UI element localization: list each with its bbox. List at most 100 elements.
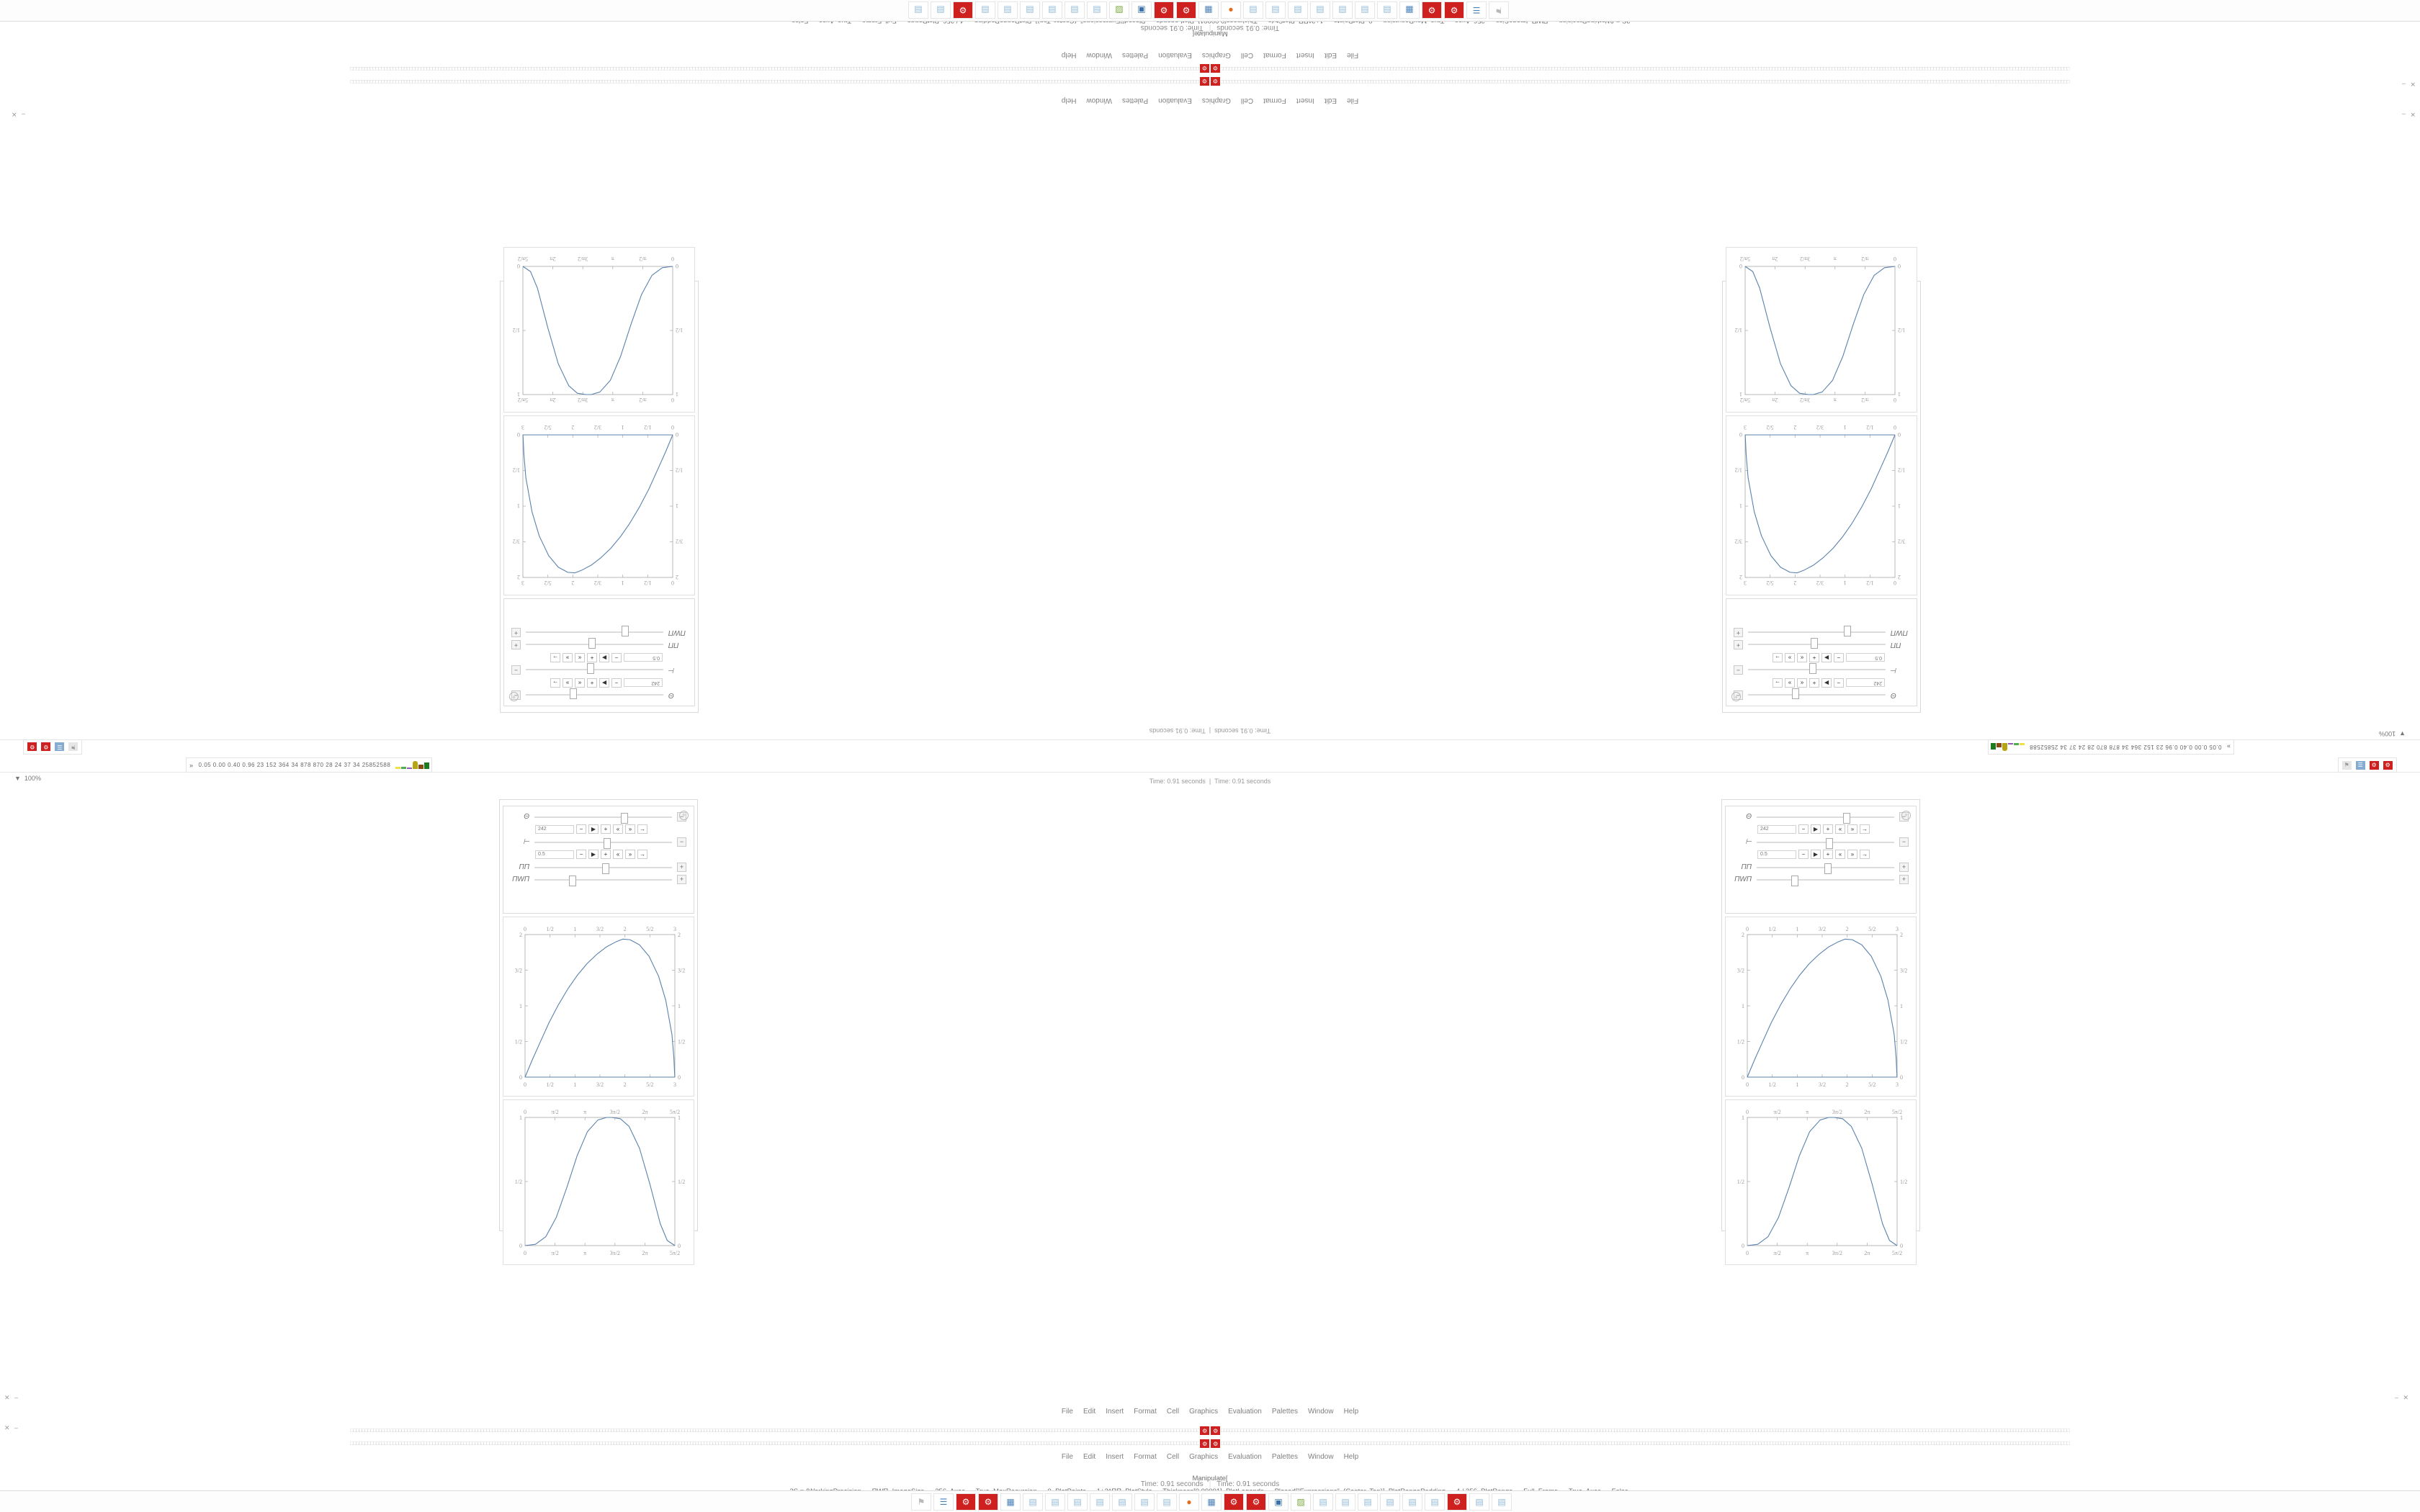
taskbar-mathematica-icon-4[interactable]: ⚙ — [1154, 1, 1174, 19]
stepper-button-0[interactable]: − — [576, 824, 586, 834]
stepper-button-2[interactable]: + — [601, 824, 611, 834]
palette-toolbar-2[interactable]: □□□□□□□□□□□□□□□□□□□□□□□□□□□□□□□□□□□□□□□□… — [0, 1439, 2420, 1449]
stepper-button-4[interactable]: » — [1785, 653, 1795, 662]
plot-curvature[interactable]: 0 0 1/2 1/2 1 1 3/2 3/2 2 2 5/2 5/2 3 3 0 0 1/2 1/2 1 1 3/2 3… — [503, 415, 695, 595]
taskbar-notepad-icon-5[interactable]: ▤ — [1288, 1, 1308, 19]
menu-edit[interactable]: Edit — [1324, 96, 1337, 104]
pwp-slider[interactable] — [534, 875, 672, 886]
zoom-dropdown[interactable]: ▼ 100% — [14, 775, 41, 782]
taskbar-notepad-icon-4[interactable]: ▤ — [1090, 1493, 1110, 1511]
menu-cell[interactable]: Cell — [1166, 1408, 1180, 1416]
taskbar-save-icon[interactable]: ▣ — [1268, 1493, 1289, 1511]
menu-help[interactable]: Help — [1343, 1453, 1359, 1461]
menu-insert[interactable]: Insert — [1296, 51, 1314, 59]
rr-slider-toggle[interactable]: − — [677, 837, 686, 847]
taskbar-notepad-icon-14[interactable]: ▤ — [1469, 1493, 1489, 1511]
stepper-button-2[interactable]: + — [1809, 678, 1819, 688]
flag-tray-icon[interactable]: ⚑ — [2342, 760, 2352, 770]
palette-mathematica-icon-1[interactable]: ⚙ — [1211, 77, 1220, 86]
taskbar-notepad-icon-13[interactable]: ▤ — [1425, 1493, 1445, 1511]
taskbar-excel-icon[interactable]: ▨ — [1109, 1, 1129, 19]
taskbar-notepad-icon-11[interactable]: ▤ — [1020, 1, 1040, 19]
menu-file[interactable]: File — [1347, 96, 1359, 104]
taskbar-notepad-icon-7[interactable]: ▤ — [1157, 1493, 1177, 1511]
stepper-button-2[interactable]: + — [587, 653, 597, 662]
menu-window[interactable]: Window — [1307, 1453, 1334, 1461]
taskbar-mathematica-icon-5[interactable]: ⚙ — [953, 1, 973, 19]
stepper-button-4[interactable]: » — [563, 653, 573, 662]
menu-palettes[interactable]: Palettes — [1271, 1408, 1298, 1416]
pp-slider-toggle[interactable]: + — [677, 863, 686, 872]
stepper-button-0[interactable]: − — [1798, 850, 1809, 859]
palette-mathematica-icon-3[interactable]: ⚙ — [1211, 64, 1220, 73]
rr-slider-value[interactable]: 0.5 — [1757, 850, 1796, 859]
system-tray-icons[interactable]: ⚑ ☰ ⚙ ⚙ — [23, 739, 82, 755]
taskbar-mathematica-icon-5[interactable]: ⚙ — [1447, 1493, 1467, 1511]
cell-close-icon-2[interactable]: ✕ — [2410, 81, 2416, 88]
menu-graphics[interactable]: Graphics — [1201, 51, 1231, 59]
menu-window[interactable]: Window — [1086, 96, 1113, 104]
pp-slider-toggle[interactable]: + — [1899, 863, 1909, 872]
theta-slider-value[interactable]: 242 — [1757, 824, 1796, 834]
menu-cell[interactable]: Cell — [1166, 1453, 1180, 1461]
pp-slider-toggle[interactable]: + — [511, 640, 521, 649]
menu-format[interactable]: Format — [1134, 1408, 1157, 1416]
taskbar-notepad-icon-8[interactable]: ▤ — [1087, 1, 1107, 19]
stepper-button-1[interactable]: ▶ — [599, 653, 609, 662]
plot-fabius[interactable]: 0 0 π/2 π/2 π π 3π/2 3π/2 2π 2π 5π/2 5π/2 0 0 1/2 1/2 1 1 — [503, 1099, 694, 1265]
menu-help[interactable]: Help — [1061, 96, 1077, 104]
menu-help[interactable]: Help — [1343, 1408, 1359, 1416]
menu-file[interactable]: File — [1347, 51, 1359, 59]
doc-tray-icon[interactable]: ☰ — [2356, 760, 2365, 770]
taskbar-notepad-icon-15[interactable]: ▤ — [1492, 1493, 1512, 1511]
rr-slider-value[interactable]: 0.5 — [624, 653, 663, 662]
menu-palettes[interactable]: Palettes — [1122, 96, 1149, 104]
pp-slider-toggle[interactable]: + — [1734, 640, 1743, 649]
stepper-button-0[interactable]: − — [576, 850, 586, 859]
stepper-button-5[interactable]: → — [637, 824, 647, 834]
slider-thumb[interactable] — [603, 837, 611, 849]
menu-insert[interactable]: Insert — [1106, 1453, 1124, 1461]
stepper-button-4[interactable]: » — [1847, 850, 1857, 859]
taskbar-notepad-icon-3[interactable]: ▤ — [1332, 1, 1353, 19]
rr-slider[interactable] — [1748, 663, 1886, 675]
stepper-button-3[interactable]: « — [575, 653, 585, 662]
taskbar-mathematica-icon[interactable]: ⚙ — [1444, 1, 1464, 19]
taskbar-notepad-icon-5[interactable]: ▤ — [1112, 1493, 1132, 1511]
pp-slider[interactable] — [534, 863, 672, 874]
slider-thumb[interactable] — [568, 875, 576, 886]
cell-minimize-icon-3[interactable]: – — [2394, 1394, 2398, 1401]
system-monitor-box[interactable]: » 0.05 0.00 0.40 0.96 23 152 364 34 878 … — [1987, 739, 2234, 755]
stepper-button-0[interactable]: − — [611, 678, 622, 688]
palette-toolbar-2[interactable]: □□□□□□□□□□□□□□□□□□□□□□□□□□□□□□□□□□□□□□□□… — [0, 63, 2420, 73]
system-tray-icons[interactable]: ⚑ ☰ ⚙ ⚙ — [2338, 757, 2397, 773]
stepper-button-4[interactable]: » — [1785, 678, 1795, 688]
rr-slider-toggle[interactable]: − — [1899, 837, 1909, 847]
slider-thumb[interactable] — [601, 863, 609, 874]
rr-slider[interactable] — [526, 663, 663, 675]
stepper-button-5[interactable]: → — [1860, 824, 1870, 834]
plot-curvature[interactable]: 0 0 1/2 1/2 1 1 3/2 3/2 2 2 5/2 5/2 3 3 0 0 1/2 1/2 1 1 3/2 3… — [1725, 917, 1917, 1097]
slider-thumb[interactable] — [1843, 812, 1851, 824]
pwp-slider[interactable] — [526, 626, 663, 637]
theta-slider[interactable] — [1748, 688, 1886, 700]
slider-thumb[interactable] — [588, 638, 596, 649]
menu-edit[interactable]: Edit — [1083, 1453, 1096, 1461]
rr-slider-toggle[interactable]: − — [1734, 665, 1743, 675]
menu-file[interactable]: File — [1061, 1408, 1073, 1416]
taskbar-notepad-icon-6[interactable]: ▤ — [1134, 1493, 1155, 1511]
stepper-button-3[interactable]: « — [1797, 678, 1807, 688]
pwp-slider-toggle[interactable]: + — [677, 875, 686, 884]
palette-mathematica-icon-2[interactable]: ⚙ — [1200, 77, 1209, 86]
stepper-button-1[interactable]: ▶ — [588, 850, 599, 859]
palette-toolbar-1[interactable]: □□□□□□□□□□□□□□□□□□□□□□□□□□□□□□□□□□□□□□□□… — [0, 1426, 2420, 1436]
taskbar-notepad-icon-3[interactable]: ▤ — [1067, 1493, 1088, 1511]
theta-slider-value[interactable]: 242 — [1846, 678, 1885, 688]
stepper-button-2[interactable]: + — [1823, 850, 1833, 859]
plot-fabius[interactable]: 0 0 π/2 π/2 π π 3π/2 3π/2 2π 2π 5π/2 5π/2 0 0 1/2 1/2 1 1 — [1726, 247, 1917, 413]
taskbar-notepad-icon-1[interactable]: ▤ — [1023, 1493, 1043, 1511]
taskbar-notepad-icon-10[interactable]: ▤ — [1358, 1493, 1378, 1511]
cell-minimize-icon-1[interactable]: – — [14, 1394, 19, 1401]
menu-graphics[interactable]: Graphics — [1189, 1453, 1219, 1461]
slider-thumb[interactable] — [1844, 626, 1852, 637]
